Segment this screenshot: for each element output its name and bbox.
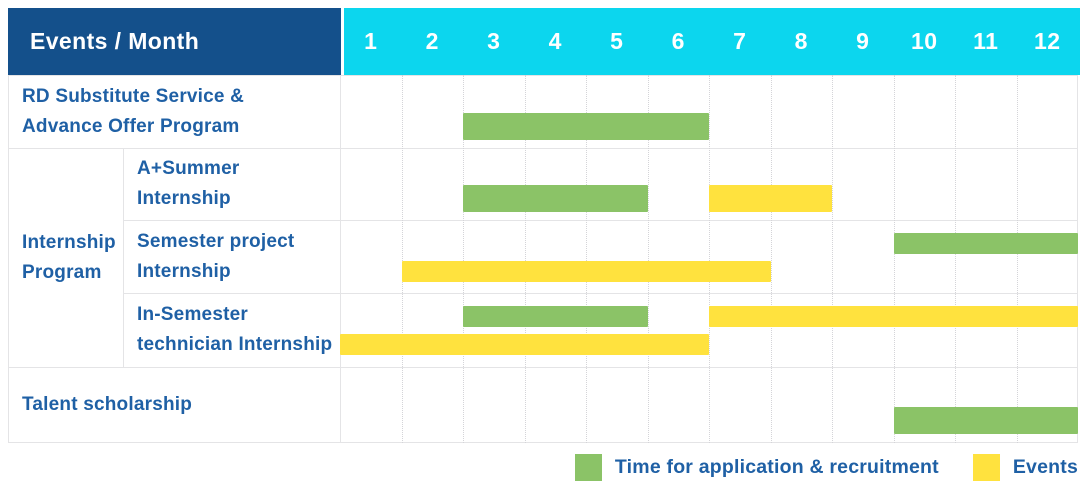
event-bar	[709, 306, 1078, 328]
grid-line	[955, 75, 956, 443]
month-label-7: 7	[733, 28, 747, 54]
grid-line	[647, 75, 649, 443]
month-label-1: 1	[364, 28, 378, 54]
application-swatch	[574, 453, 602, 481]
grid-line	[8, 148, 1078, 149]
grid-line	[463, 75, 464, 443]
month-header-row: 1 2 3 4 5 6 7 8 9 10 11 12	[344, 8, 1080, 75]
grid-line	[832, 75, 833, 443]
grid-line	[8, 75, 9, 443]
application-bar	[463, 184, 648, 212]
events-month-title: Events / Month	[30, 28, 200, 54]
row-label-line: Internship	[137, 188, 231, 209]
legend: Time for application & recruitment Events	[541, 452, 1078, 482]
grid-line	[709, 75, 710, 443]
legend-label: Time for application & recruitment	[614, 455, 939, 478]
grid-line	[1016, 75, 1018, 443]
group-label: Internship Program	[22, 148, 119, 367]
month-label-4: 4	[548, 28, 562, 54]
application-bar	[463, 112, 709, 140]
row-label-line: Talent scholarship	[22, 394, 193, 415]
month-label-11: 11	[973, 28, 999, 54]
application-bar	[463, 306, 648, 328]
group-label-line: Program	[22, 261, 102, 283]
row-label-line: A+Summer	[137, 158, 240, 179]
grid-line	[123, 148, 124, 367]
row-label: Talent scholarship	[22, 367, 334, 443]
grid-line	[401, 75, 403, 443]
row-label: A+Summer Internship	[137, 148, 334, 220]
grid-line	[8, 367, 1078, 368]
row-label-line: technician Internship	[137, 334, 333, 355]
event-bar	[709, 184, 832, 212]
legend-item-application: Time for application & recruitment	[574, 453, 939, 481]
grid-line	[524, 75, 526, 443]
row-label: Semester project Internship	[137, 220, 334, 293]
grid-line	[123, 220, 1078, 221]
application-bar	[893, 406, 1078, 434]
month-label-12: 12	[1033, 28, 1061, 54]
month-label-9: 9	[856, 28, 870, 54]
grid-line	[770, 75, 772, 443]
month-label-10: 10	[910, 28, 938, 54]
grid-line	[1077, 75, 1078, 443]
month-label-8: 8	[794, 28, 808, 54]
grid-line	[8, 75, 1078, 76]
grid-line	[340, 75, 341, 443]
row-label-line: In-Semester	[137, 304, 248, 325]
row-label-line: Advance Offer Program	[22, 115, 240, 137]
application-bar	[893, 232, 1078, 254]
row-label-line: Internship	[137, 260, 231, 282]
row-label-line: RD Substitute Service &	[22, 85, 245, 107]
month-label-5: 5	[610, 28, 624, 54]
event-bar	[340, 334, 709, 356]
row-label: RD Substitute Service & Advance Offer Pro…	[22, 75, 334, 148]
legend-label: Events	[1012, 455, 1078, 478]
month-label-6: 6	[671, 28, 685, 54]
events-month-header-cell: Events / Month	[8, 8, 341, 75]
group-label-line: Internship	[22, 231, 116, 253]
row-label-line: Semester project	[137, 230, 295, 252]
grid-line	[586, 75, 587, 443]
event-bar	[401, 260, 771, 282]
event-swatch	[972, 453, 1000, 481]
legend-item-event: Events	[972, 453, 1078, 481]
month-label-3: 3	[487, 28, 501, 54]
month-label-2: 2	[425, 28, 439, 54]
grid-line	[8, 442, 1078, 443]
row-label: In-Semester technician Internship	[137, 293, 334, 367]
grid-line	[893, 75, 895, 443]
grid-line	[123, 293, 1078, 294]
